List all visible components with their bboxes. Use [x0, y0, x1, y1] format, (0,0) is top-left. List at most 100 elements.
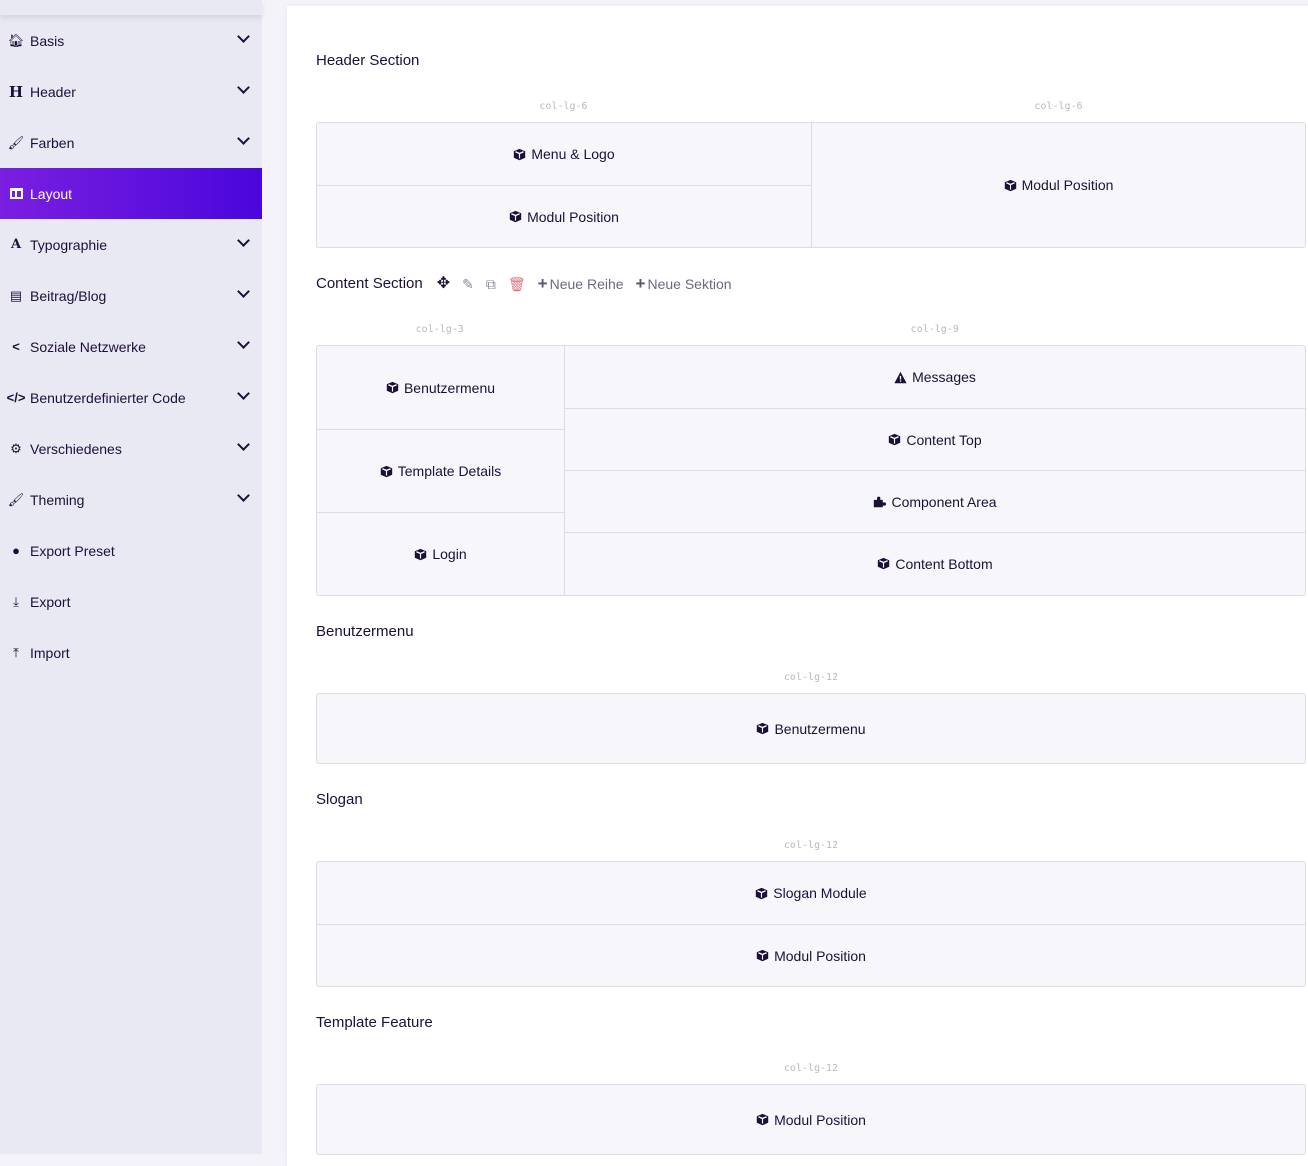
- module-position[interactable]: Menu & Logo: [317, 123, 811, 185]
- cube-icon: [380, 465, 393, 478]
- cube-icon: [1004, 179, 1017, 192]
- sidebar-item-label: Farben: [30, 134, 75, 151]
- cube-icon: [386, 381, 399, 394]
- section-grid: Menu & Logo Modul Position Modul Position: [316, 122, 1306, 248]
- layout-section: Benutzermenu col-lg-12 Benutzermenu: [316, 622, 1306, 764]
- layout-section: Header Section col-lg-6 col-lg-6 Menu & Log…: [316, 51, 1306, 248]
- cube-icon: [755, 887, 768, 900]
- layout-column: Benutzermenu: [317, 694, 1305, 763]
- chevron-down-icon[interactable]: [237, 336, 250, 349]
- cube-icon: [877, 557, 890, 570]
- section-title: Slogan: [316, 791, 363, 808]
- module-position[interactable]: Modul Position: [317, 1085, 1305, 1154]
- sidebar-item-export-preset[interactable]: ● Export Preset: [0, 525, 262, 576]
- sidebar-item-import[interactable]: ⤒ Import: [0, 627, 262, 678]
- sidebar-item-verschiedenes[interactable]: ⚙ Verschiedenes: [0, 423, 262, 474]
- chevron-down-icon[interactable]: [237, 438, 250, 451]
- chevron-down-icon[interactable]: [237, 30, 250, 43]
- module-label: Modul Position: [1021, 177, 1114, 193]
- sidebar-top: [0, 0, 262, 15]
- module-label: Content Top: [906, 431, 982, 448]
- paint-brush-icon: 🖌︎: [7, 134, 25, 150]
- download-icon: ⤓: [13, 593, 19, 609]
- module-position[interactable]: Content Bottom: [565, 532, 1305, 594]
- warning-icon: [894, 371, 907, 384]
- sidebar-item-label: Layout: [30, 185, 73, 202]
- font-icon: A: [10, 237, 22, 252]
- column-size-label: col-lg-6: [539, 101, 588, 112]
- module-position[interactable]: Modul Position: [812, 123, 1305, 247]
- sidebar-item-soziale-netzwerke[interactable]: < Soziale Netzwerke: [0, 321, 262, 372]
- layout-section: Template Feature col-lg-12 Modul Position: [316, 1013, 1306, 1155]
- move-icon[interactable]: ✥: [436, 275, 451, 292]
- cube-icon: [756, 722, 769, 735]
- module-position[interactable]: Messages: [565, 346, 1305, 408]
- sidebar-item-farben[interactable]: 🖌︎ Farben: [0, 117, 262, 168]
- chevron-down-icon[interactable]: [237, 387, 250, 400]
- sidebar-item-basis[interactable]: 🏠︎ Basis: [0, 15, 262, 66]
- module-label: Modul Position: [527, 208, 619, 225]
- section-title: Template Feature: [316, 1014, 433, 1031]
- layout-section: Slogan col-lg-12 Slogan Module Modul Positi…: [316, 790, 1306, 987]
- chevron-down-icon[interactable]: [237, 489, 250, 502]
- puzzle-icon: [873, 495, 887, 508]
- sidebar-item-export[interactable]: ⤓ Export: [0, 576, 262, 627]
- layout-column: Modul Position: [811, 123, 1305, 247]
- module-position[interactable]: Benutzermenu: [317, 694, 1305, 763]
- code-icon: </>: [6, 390, 26, 405]
- module-position[interactable]: Modul Position: [317, 185, 811, 247]
- sidebar-item-benutzerdefinierter-code[interactable]: </> Benutzerdefinierter Code: [0, 372, 262, 423]
- module-label: Benutzermenu: [774, 720, 866, 737]
- palette-icon: ●: [12, 543, 20, 558]
- copy-icon[interactable]: ⧉: [485, 276, 496, 292]
- cube-icon: [756, 1113, 769, 1126]
- module-label: Content Bottom: [895, 555, 993, 572]
- module-position[interactable]: Template Details: [317, 429, 564, 512]
- cube-icon: [513, 148, 526, 161]
- new-section-button[interactable]: + Neue Sektion: [636, 274, 732, 294]
- module-label: Messages: [912, 369, 976, 385]
- column-size-label: col-lg-12: [783, 1063, 839, 1074]
- module-label: Modul Position: [774, 947, 866, 964]
- module-position[interactable]: Login: [317, 512, 564, 595]
- cube-icon: [888, 433, 901, 446]
- module-label: Component Area: [891, 493, 997, 510]
- sidebar-item-beitrag-blog[interactable]: ▤ Beitrag/Blog: [0, 270, 262, 321]
- sidebar-item-typographie[interactable]: A Typographie: [0, 219, 262, 270]
- sidebar-item-label: Beitrag/Blog: [30, 287, 107, 304]
- cube-icon: [414, 548, 427, 561]
- section-title: Benutzermenu: [316, 623, 414, 640]
- sidebar-item-theming[interactable]: 🖌︎ Theming: [0, 474, 262, 525]
- sidebar-item-layout[interactable]: Layout: [0, 168, 262, 219]
- layout-section: Content Section ✥ ✎ ⧉ 🗑︎ + Neue Reihe + Ne…: [316, 274, 1306, 596]
- paint-brush-icon: 🖌︎: [7, 491, 25, 507]
- module-position[interactable]: Benutzermenu: [317, 346, 564, 429]
- module-position[interactable]: Content Top: [565, 408, 1305, 470]
- new-row-button[interactable]: + Neue Reihe: [538, 274, 624, 294]
- upload-icon: ⤒: [13, 644, 19, 660]
- section-grid: Modul Position: [316, 1084, 1306, 1155]
- module-position[interactable]: Slogan Module: [317, 862, 1305, 924]
- sidebar: 🏠︎ Basis H Header 🖌︎ Farben Layout A Typographie…: [0, 0, 262, 1154]
- module-position[interactable]: Modul Position: [317, 924, 1305, 986]
- chevron-down-icon[interactable]: [237, 81, 250, 94]
- sidebar-item-label: Soziale Netzwerke: [30, 338, 146, 355]
- chevron-down-icon[interactable]: [237, 132, 250, 145]
- new-row-label: Neue Reihe: [549, 276, 624, 292]
- section-grid: Slogan Module Modul Position: [316, 861, 1306, 987]
- sidebar-item-header[interactable]: H Header: [0, 66, 262, 117]
- layout-column: Slogan Module Modul Position: [317, 862, 1305, 986]
- module-label: Modul Position: [774, 1111, 866, 1128]
- sidebar-item-label: Export: [30, 593, 71, 610]
- chevron-down-icon[interactable]: [237, 285, 250, 298]
- cube-icon: [756, 949, 769, 962]
- sidebar-item-label: Import: [30, 644, 70, 661]
- newspaper-icon: ▤: [9, 287, 23, 303]
- column-size-label: col-lg-12: [783, 840, 839, 851]
- module-position[interactable]: Component Area: [565, 470, 1305, 532]
- layout-column: Modul Position: [317, 1085, 1305, 1154]
- edit-icon[interactable]: ✎: [462, 276, 474, 292]
- plus-icon: +: [537, 274, 548, 293]
- trash-icon[interactable]: 🗑︎: [507, 276, 526, 292]
- chevron-down-icon[interactable]: [237, 234, 250, 247]
